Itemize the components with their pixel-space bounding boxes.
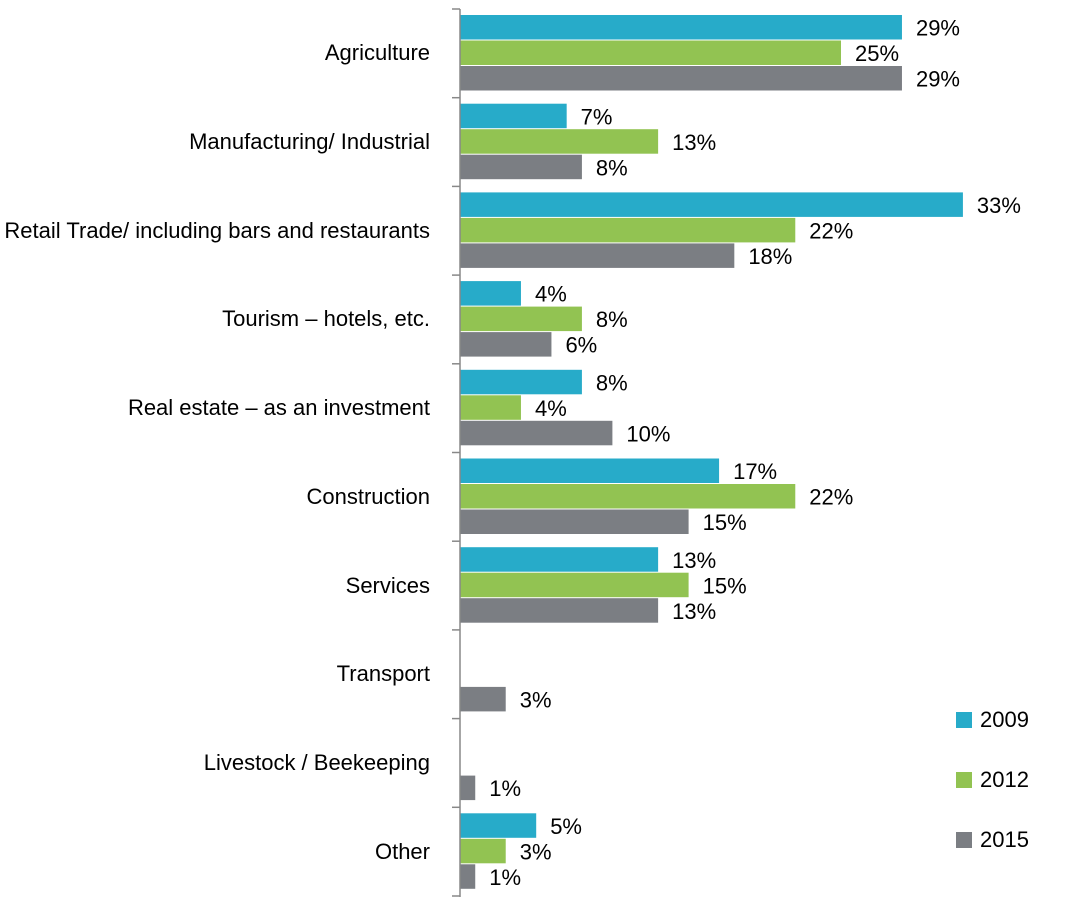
value-label: 1% [489,865,521,890]
value-label: 3% [520,839,552,864]
value-label: 25% [855,41,899,66]
value-label: 29% [916,16,960,41]
value-label: 10% [626,421,670,446]
category-label: Real estate – as an investment [127,395,430,421]
bar [460,509,689,534]
bar [460,103,567,129]
bar [460,40,841,65]
value-label: 15% [703,510,747,535]
category-label: Manufacturing/ Industrial [189,129,430,155]
category-label: Agriculture [324,40,430,66]
value-label: 13% [672,130,716,155]
bar [460,306,582,332]
value-label: 13% [672,548,716,573]
value-label: 29% [916,67,960,92]
category-label: Services [345,572,430,598]
bar [460,572,689,598]
bar [460,281,521,306]
bar [460,686,506,712]
category-label: Transport [336,661,430,687]
value-label: 17% [733,459,777,484]
value-label: 13% [672,599,716,624]
value-label: 6% [565,333,597,358]
bar [460,332,552,357]
bar [460,192,963,217]
bar [460,129,659,154]
value-label: 7% [581,104,613,129]
category-label: Tourism – hotels, etc. [222,306,430,332]
bar [460,458,720,483]
bar [460,838,506,864]
bar [460,66,902,91]
bar [460,369,582,395]
value-label: 1% [489,776,521,801]
value-label: 22% [809,485,853,510]
legend-swatch [956,832,972,848]
legend-label: 2009 [980,707,1029,732]
bar [460,243,735,268]
bar [460,547,659,572]
value-label: 8% [596,307,628,332]
legend-label: 2012 [980,767,1029,792]
category-label: Livestock / Beekeeping [203,749,430,775]
value-label: 18% [748,244,792,269]
category-label: Construction [306,483,430,509]
value-label: 8% [596,370,628,395]
value-label: 22% [809,218,853,243]
value-label: 15% [703,573,747,598]
value-label: 33% [977,193,1021,218]
bar [460,15,902,40]
value-label: 5% [550,814,582,839]
bar [460,864,476,889]
bar [460,775,476,801]
bar [460,395,521,420]
legend-label: 2015 [980,827,1029,852]
value-label: 4% [535,396,567,421]
category-label: Other [374,838,430,864]
value-label: 8% [596,155,628,180]
bar [460,154,582,180]
legend-swatch [956,772,972,788]
bar [460,813,537,838]
bar [460,420,613,446]
bar [460,484,796,509]
bar [460,598,659,623]
value-label: 4% [535,282,567,307]
value-label: 3% [520,687,552,712]
bar [460,217,796,243]
legend-swatch [956,712,972,728]
category-label: Retail Trade/ including bars and restaur… [4,217,430,243]
